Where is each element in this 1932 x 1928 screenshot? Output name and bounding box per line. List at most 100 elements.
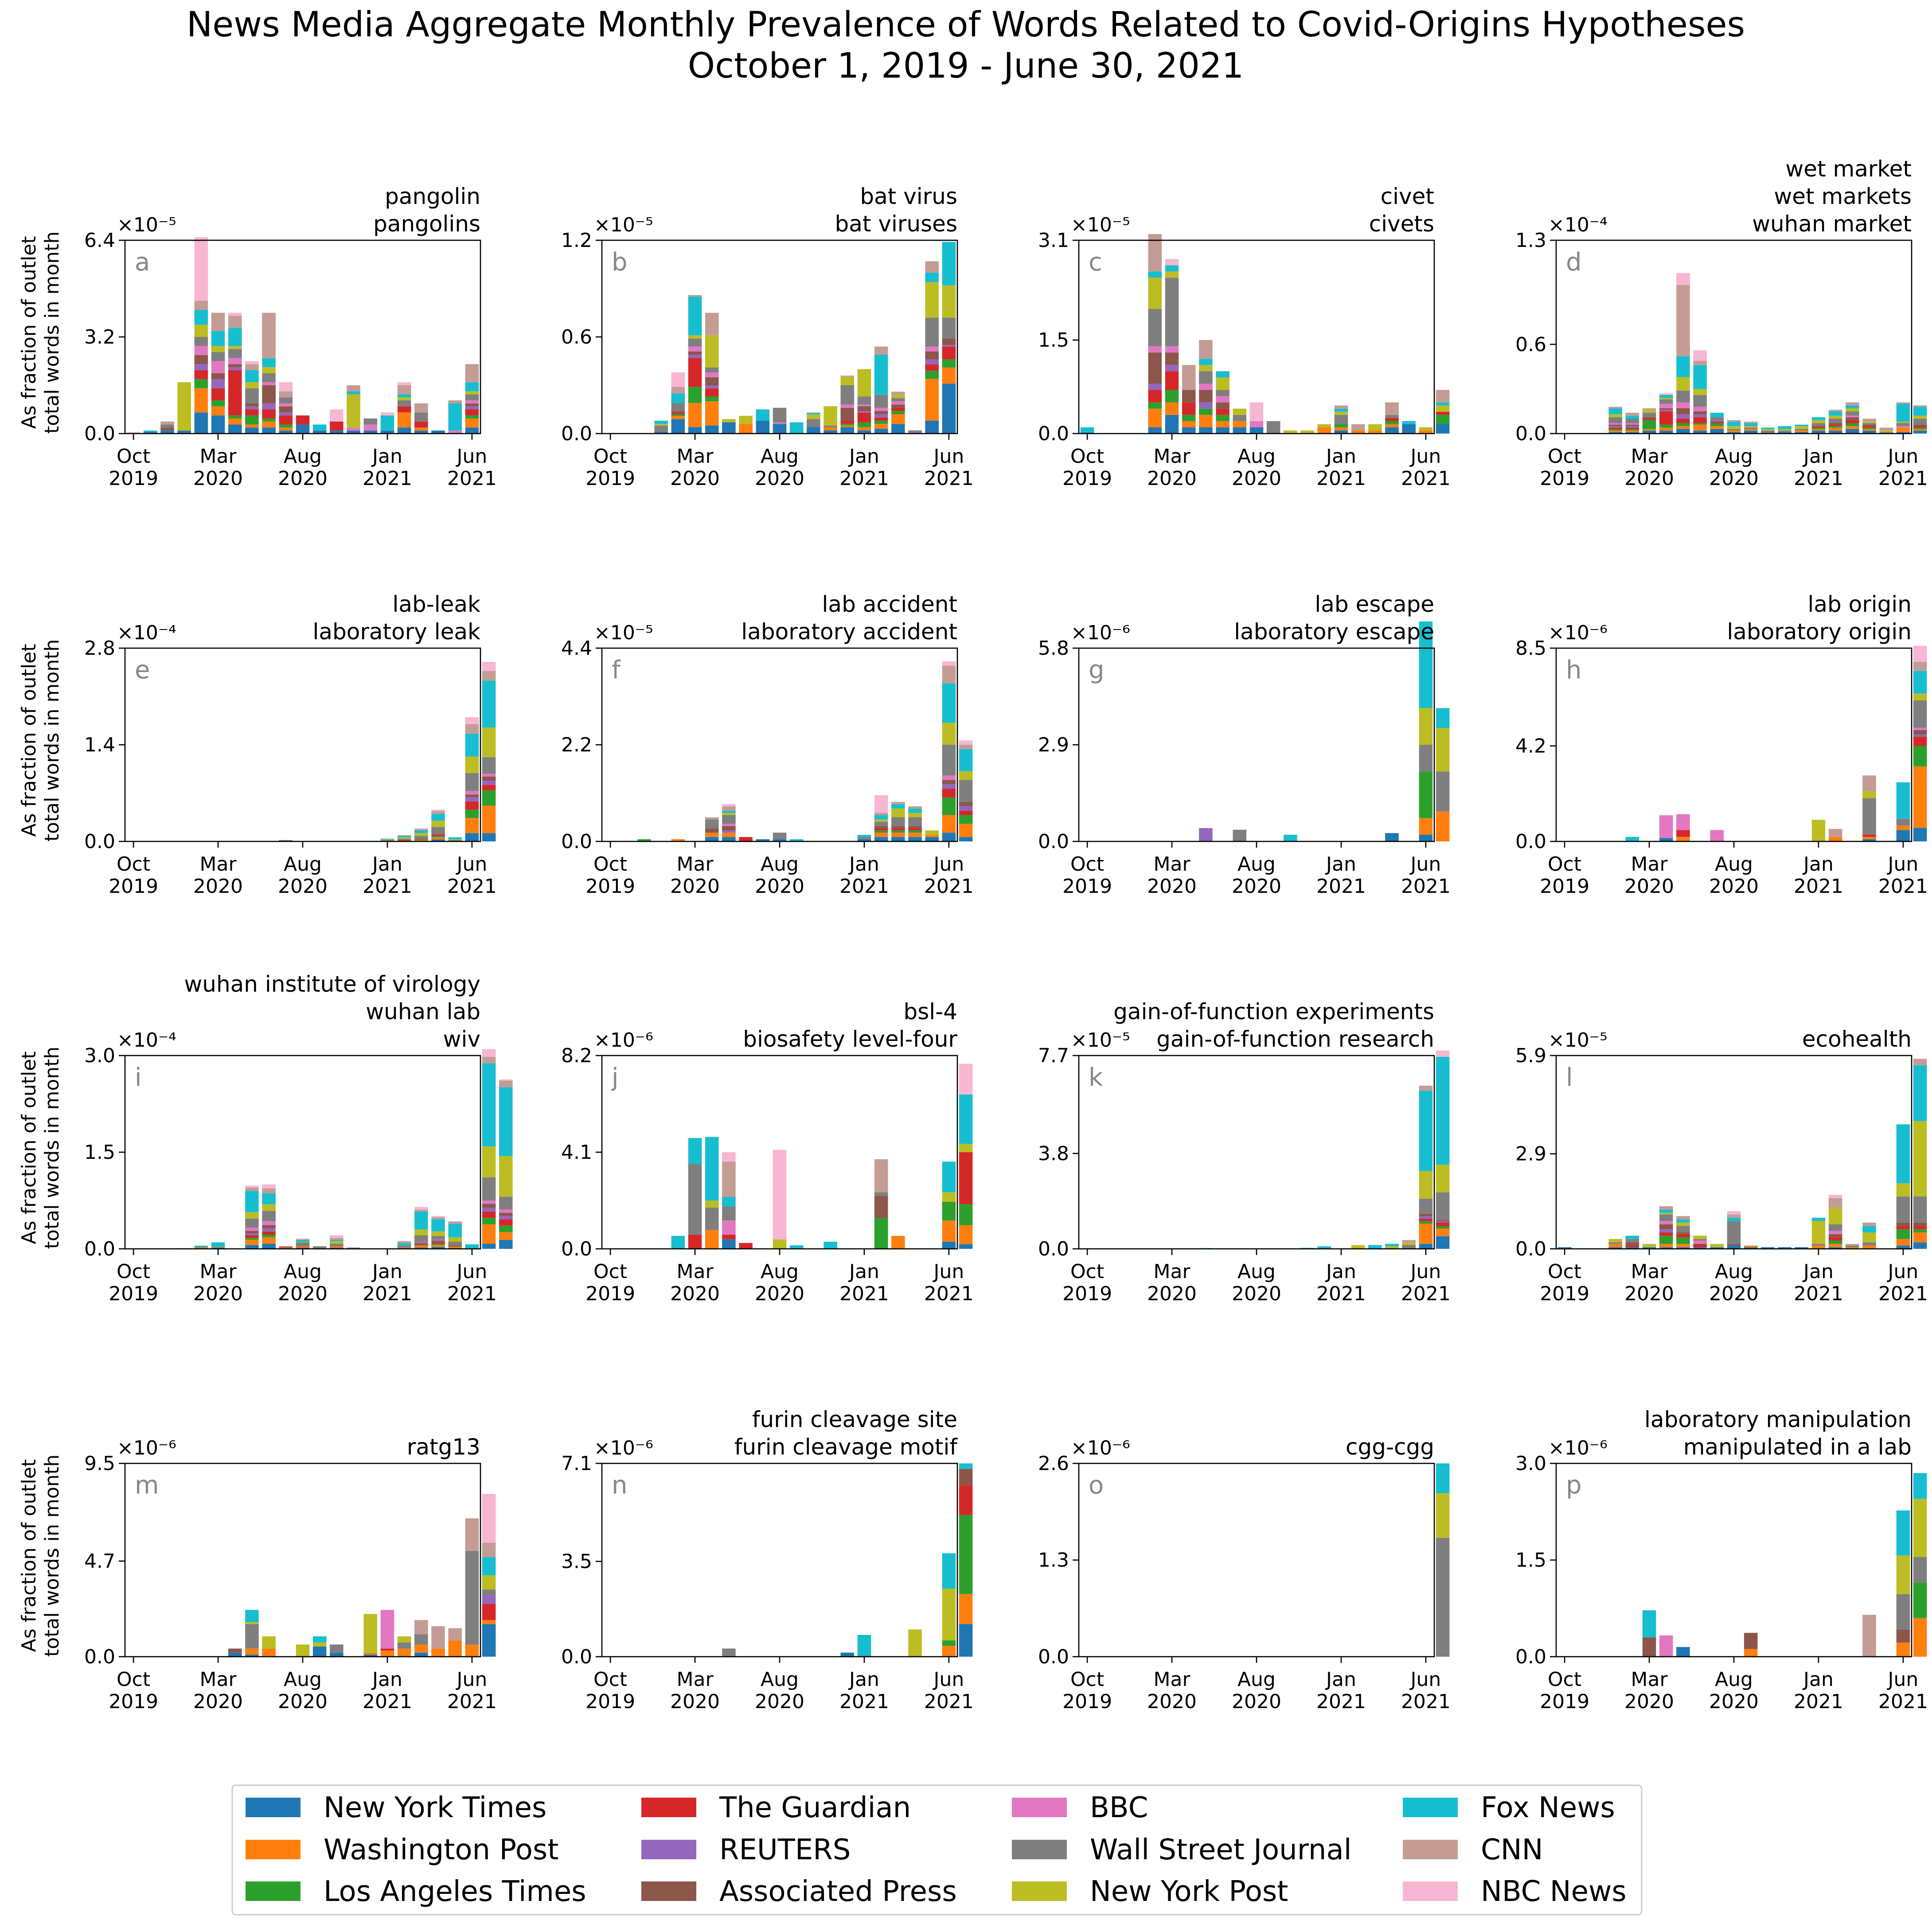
bar-segment <box>705 368 719 372</box>
bar-segment <box>1642 429 1656 431</box>
y-tick-label: 0.0 <box>1038 1238 1069 1260</box>
bar-segment <box>347 385 360 391</box>
bar-segment <box>1828 1198 1842 1208</box>
bar-segment <box>1727 1244 1741 1246</box>
bar-segment <box>874 417 888 421</box>
bar-segment <box>1419 771 1433 818</box>
bar-segment <box>671 411 685 413</box>
bar-segment <box>330 430 343 434</box>
bar-segment <box>1216 415 1229 421</box>
bar-segment <box>482 1177 496 1201</box>
bar-segment <box>296 1239 310 1240</box>
bar-segment <box>722 810 736 813</box>
bar-segment <box>1913 405 1927 407</box>
bar-segment <box>959 1485 973 1515</box>
bar-segment <box>397 1241 411 1243</box>
bar-segment <box>279 391 293 398</box>
bar-segment <box>891 830 905 833</box>
bar-segment <box>397 1636 411 1643</box>
bar-segment <box>942 661 956 666</box>
bar-segment <box>1625 418 1639 423</box>
bar-segment <box>1419 1213 1433 1216</box>
panel-f: 0.02.24.4Oct2019Mar2020Aug2020Jan2021Jun… <box>561 591 974 898</box>
x-tick-label: Aug <box>284 853 322 876</box>
axes-frame <box>1555 1463 1912 1658</box>
y-tick-label: 4.4 <box>561 637 592 660</box>
bar-segment <box>465 1644 479 1657</box>
bar-segment <box>1913 734 1927 737</box>
y-exponent-label: ×10⁻⁶ <box>117 1437 176 1459</box>
bar-segment <box>1436 811 1450 841</box>
bar-segment <box>245 1218 259 1228</box>
panels: 0.03.26.4Oct2019Mar2020Aug2020Jan2021Jun… <box>18 156 1928 1713</box>
bar-segment <box>414 1620 428 1635</box>
bar-segment <box>1896 426 1910 428</box>
bar-segment <box>1334 430 1348 434</box>
legend-label: NBC News <box>1481 1875 1627 1908</box>
bar-segment <box>959 824 973 837</box>
x-tick-label: Jan <box>371 445 402 468</box>
legend-label: CNN <box>1481 1834 1543 1866</box>
bar-segment <box>925 379 939 421</box>
bar-segment <box>431 1216 445 1217</box>
bar-segment <box>925 830 939 835</box>
bar-segment <box>1896 422 1910 423</box>
bar-segment <box>1659 399 1673 404</box>
x-tick-label: 2021 <box>839 1690 889 1713</box>
bar-segment <box>245 361 259 364</box>
bar-segment <box>942 346 956 360</box>
bar-segment <box>465 734 479 757</box>
y-axis-label: total words in month <box>41 639 63 842</box>
bar-segment <box>1795 432 1809 434</box>
bar-segment <box>1846 405 1859 408</box>
bar-segment <box>1913 426 1927 428</box>
bar-segment <box>160 421 174 425</box>
panel-title: civet <box>1381 184 1434 209</box>
bar-segment <box>1419 621 1433 708</box>
bar-segment <box>942 1220 956 1242</box>
y-tick-label: 0.0 <box>1515 1646 1546 1668</box>
bar-segment <box>262 418 276 422</box>
y-tick-label: 1.2 <box>561 229 592 252</box>
x-tick-label: 2021 <box>839 467 889 490</box>
bar-segment <box>1659 1206 1673 1210</box>
bar-segment <box>482 1063 496 1146</box>
bar-segment <box>756 409 770 421</box>
bar-segment <box>807 414 820 419</box>
bar-segment <box>160 427 174 431</box>
x-tick-label: Jan <box>1325 445 1356 468</box>
bar-segment <box>1761 427 1775 429</box>
bar-segment <box>959 806 973 811</box>
bar-segment <box>925 364 939 371</box>
bar-segment <box>482 806 496 833</box>
bar-segment <box>891 404 905 408</box>
x-tick-label: 2021 <box>1401 1283 1451 1305</box>
bar-segment <box>1608 1244 1622 1248</box>
x-tick-label: Aug <box>1237 445 1276 468</box>
bar-segment <box>857 839 871 841</box>
bar-segment <box>330 1246 343 1248</box>
y-exponent-label: ×10⁻⁶ <box>594 1029 653 1052</box>
bar-segment <box>1896 1124 1910 1184</box>
bar-segment <box>482 833 496 841</box>
bar-segment <box>671 414 685 416</box>
bar-segment <box>1266 421 1280 434</box>
bar-segment <box>296 415 310 425</box>
bar-segment <box>1846 429 1859 434</box>
bar-segment <box>499 1219 513 1226</box>
x-tick-label: 2020 <box>1147 1690 1197 1713</box>
bar-segment <box>874 1159 888 1193</box>
bar-segment <box>942 368 956 384</box>
bar-segment <box>1199 402 1213 409</box>
bar-segment <box>448 430 462 434</box>
y-tick-label: 0.0 <box>561 422 592 445</box>
bar-segment <box>1233 421 1247 427</box>
bar-segment <box>1862 1615 1876 1657</box>
bar-segment <box>245 403 259 407</box>
bar-segment <box>908 826 922 829</box>
bar-segment <box>1334 405 1348 409</box>
bar-segment <box>414 1207 428 1210</box>
bar-segment <box>1625 837 1639 841</box>
bar-segment <box>1862 1242 1876 1246</box>
bar-segment <box>1182 427 1196 434</box>
